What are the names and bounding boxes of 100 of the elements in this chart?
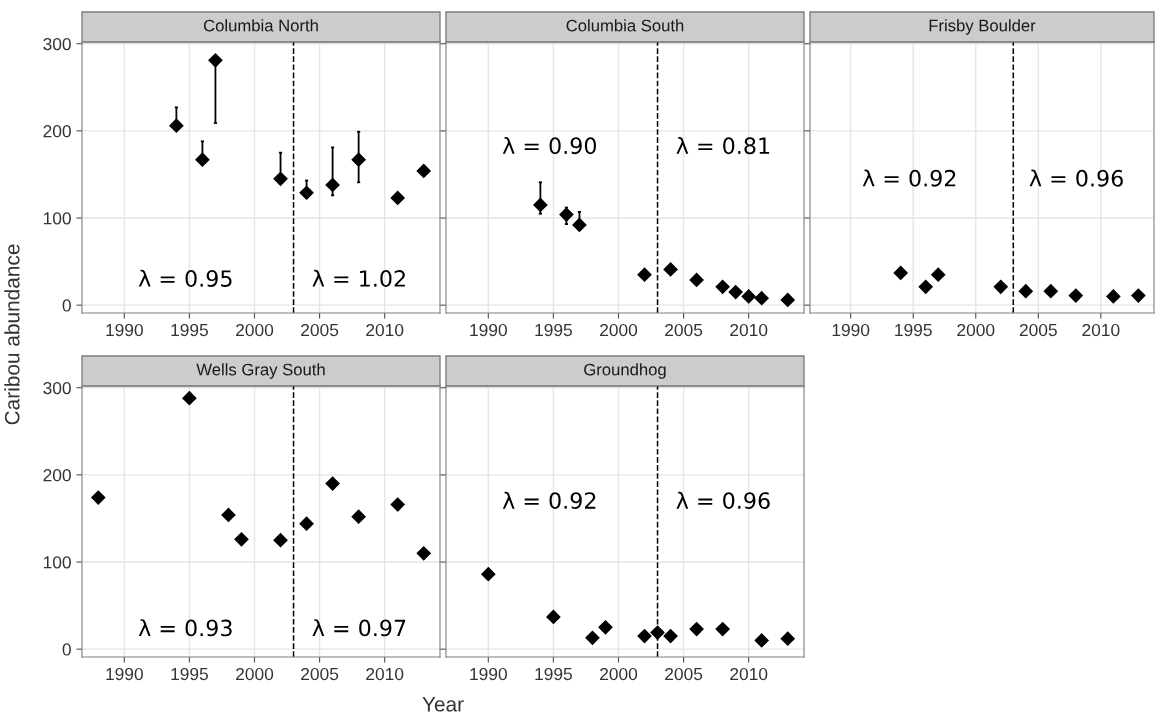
x-tick-label: 2005 [665, 323, 703, 337]
point [195, 152, 210, 167]
chart-title: Columbia North [203, 19, 318, 32]
point [533, 197, 548, 213]
annotation: λ = 0.81 [676, 136, 770, 155]
x-tick-label: 2000 [236, 667, 274, 681]
point [572, 217, 587, 233]
point [299, 516, 314, 531]
annotation: λ = 0.96 [1029, 169, 1123, 187]
point [221, 507, 236, 523]
point [351, 509, 366, 524]
point [1043, 284, 1058, 299]
point [780, 631, 795, 646]
x-tick-label: 2000 [600, 667, 638, 681]
point [637, 629, 652, 644]
x-axis-title: Year [422, 697, 464, 712]
annotation: λ = 0.92 [502, 491, 596, 509]
x-tick-label: 1990 [832, 323, 870, 337]
point [918, 279, 933, 294]
y-tick-label: 200 [43, 469, 71, 482]
point [1018, 284, 1033, 299]
x-tick-label: 1990 [106, 323, 143, 337]
y-tick-label: 200 [43, 125, 71, 138]
x-tick-label: 2010 [1082, 323, 1120, 337]
x-tick-label: 2000 [236, 323, 274, 337]
y-tick-label: 100 [43, 212, 71, 225]
point [351, 152, 366, 167]
annotation: λ = 0.97 [312, 619, 406, 637]
point [741, 289, 756, 304]
point [715, 279, 730, 294]
x-tick-label: 1995 [895, 323, 932, 337]
point [273, 533, 288, 548]
point [598, 620, 613, 635]
point [728, 285, 743, 300]
point [325, 177, 340, 192]
annotation: λ = 0.90 [502, 136, 597, 155]
point [780, 292, 795, 308]
point [754, 633, 769, 648]
point [546, 609, 561, 624]
chart-title: Groundhog [584, 363, 666, 379]
point [416, 546, 431, 561]
x-tick-label: 2005 [1019, 323, 1057, 337]
annotation: λ = 1.02 [312, 269, 405, 287]
x-tick-label: 2000 [600, 323, 638, 337]
x-tick-label: 1990 [470, 667, 507, 681]
point [416, 163, 431, 179]
y-axis-title: Caribou abundance [4, 244, 20, 425]
point [893, 265, 908, 280]
point [637, 267, 652, 282]
point [390, 497, 405, 512]
x-tick-label: 2005 [301, 667, 339, 681]
x-tick-label: 2005 [301, 323, 339, 337]
point [689, 272, 704, 287]
x-tick-label: 1995 [171, 323, 208, 337]
point [931, 267, 946, 282]
annotation: λ = 0.95 [138, 269, 232, 287]
point [182, 391, 197, 406]
point [1131, 288, 1146, 303]
point [663, 262, 678, 277]
x-tick-label: 1990 [470, 323, 507, 337]
x-tick-label: 2010 [730, 667, 768, 681]
chart-title: Wells Gray South [196, 363, 325, 379]
y-tick-label: 100 [43, 556, 71, 569]
chart-title: Columbia South [566, 19, 684, 32]
point [715, 622, 730, 637]
annotation: λ = 0.93 [138, 619, 232, 637]
point [325, 476, 340, 491]
x-tick-label: 2010 [730, 323, 768, 337]
x-tick-label: 2010 [366, 667, 404, 681]
point [169, 118, 184, 133]
point [208, 53, 223, 68]
x-tick-label: 2000 [957, 323, 995, 337]
point [1068, 288, 1083, 303]
chart-title: Frisby Boulder [929, 19, 1036, 35]
point [234, 532, 249, 547]
x-tick-label: 1995 [535, 667, 572, 681]
point [299, 185, 314, 200]
x-tick-label: 1990 [106, 667, 143, 681]
y-tick-label: 300 [43, 381, 71, 395]
point [663, 629, 678, 644]
point [650, 625, 665, 640]
point [559, 207, 574, 222]
y-tick-label: 0 [62, 299, 71, 312]
x-tick-label: 2010 [366, 323, 404, 337]
x-tick-label: 1995 [535, 323, 572, 337]
point [993, 279, 1008, 294]
x-tick-label: 2005 [665, 667, 703, 681]
point [273, 171, 288, 186]
point [1106, 289, 1121, 304]
annotation: λ = 0.92 [862, 169, 956, 187]
y-tick-label: 300 [43, 37, 71, 51]
annotation: λ = 0.96 [676, 491, 770, 509]
point [689, 622, 704, 637]
point [481, 567, 496, 582]
point [585, 630, 600, 645]
x-tick-label: 1995 [171, 667, 208, 681]
point [390, 190, 405, 206]
point [91, 490, 106, 505]
point [754, 291, 769, 306]
y-tick-label: 0 [62, 643, 71, 656]
